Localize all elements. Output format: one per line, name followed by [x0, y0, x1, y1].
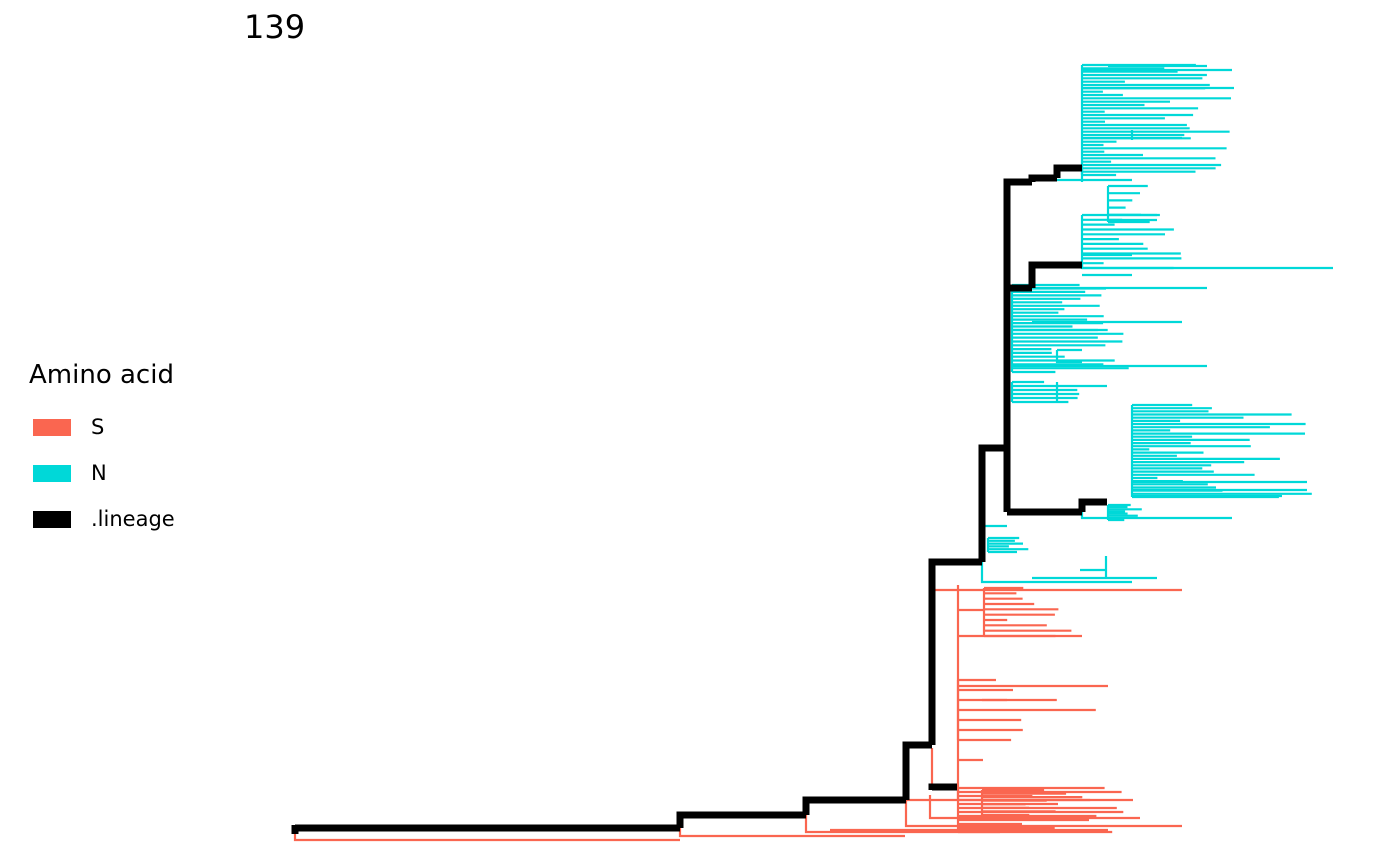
branch-lineage — [291, 824, 680, 834]
branch-n — [1082, 130, 1182, 140]
branch-s — [958, 608, 1082, 638]
legend-key-s — [33, 418, 71, 436]
branch-lineage — [676, 811, 806, 828]
branches-serine — [293, 580, 1182, 842]
branch-lineage — [928, 783, 957, 791]
legend-item-n: N — [29, 450, 175, 496]
legend-key-n — [33, 464, 71, 482]
legend-label-s: S — [91, 415, 105, 439]
legend-title: Amino acid — [29, 360, 174, 390]
branch-lineage — [928, 558, 982, 745]
branch-n — [1082, 253, 1132, 277]
plot-title: 139 — [244, 8, 306, 46]
branch-n — [1082, 64, 1234, 90]
legend-label-lineage: .lineage — [91, 507, 175, 531]
legend-label-n: N — [91, 461, 107, 485]
branches-asparagine — [980, 63, 1333, 584]
branch-n — [1055, 382, 1107, 402]
branch-lineage — [1003, 178, 1032, 448]
branch-n — [1080, 508, 1232, 520]
branch-lineage — [978, 444, 1007, 562]
branch-lineage — [1007, 498, 1107, 516]
branch-lineage — [902, 741, 932, 800]
branch-n — [1132, 480, 1307, 498]
legend-item-s: S — [29, 404, 175, 450]
branch-s — [928, 795, 1140, 820]
legend-item-lineage: .lineage — [29, 496, 175, 542]
branch-lineage — [802, 796, 906, 815]
branch-n — [1055, 348, 1082, 364]
branch-lineage — [1007, 261, 1082, 292]
branch-lineage — [1053, 164, 1082, 178]
legend-key-lineage — [33, 510, 71, 528]
branch-n — [1012, 320, 1207, 368]
legend: Amino acid S N .lineage — [29, 360, 175, 542]
branches-lineage — [291, 164, 1107, 834]
branch-s — [804, 812, 1000, 834]
branch-n — [1108, 213, 1157, 222]
branch-n — [1032, 556, 1157, 580]
branch-lineage — [1028, 174, 1057, 182]
